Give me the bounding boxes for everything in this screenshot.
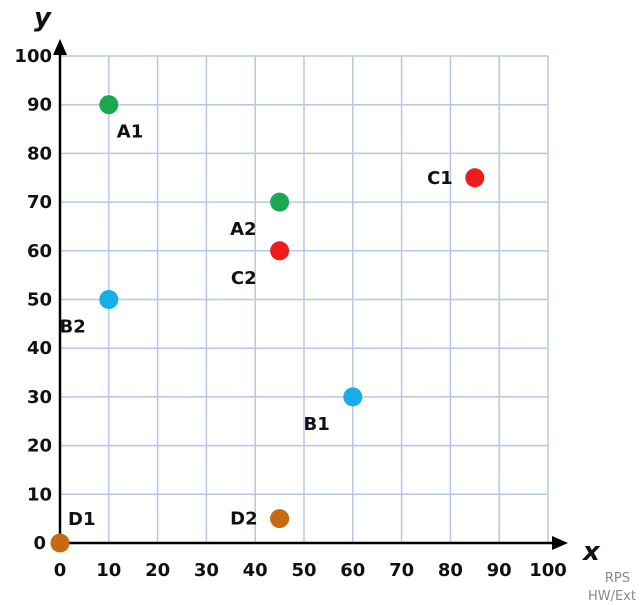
axes: x y	[34, 3, 601, 567]
point-label-c2: C2	[231, 268, 257, 289]
data-point-a1	[99, 95, 119, 115]
y-tick-label: 80	[27, 143, 52, 164]
x-tick-label: 50	[291, 560, 316, 581]
x-tick-label: 90	[487, 560, 512, 581]
point-label-d1: D1	[68, 509, 95, 530]
data-point-b1	[343, 387, 363, 407]
y-tick-label: 30	[27, 387, 52, 408]
x-axis-arrow-icon	[552, 536, 568, 550]
y-tick-label: 60	[27, 241, 52, 262]
point-label-b1: B1	[304, 414, 330, 435]
x-axis-label: x	[581, 537, 601, 567]
x-tick-label: 10	[96, 560, 121, 581]
x-tick-label: 40	[243, 560, 268, 581]
x-tick-label: 80	[438, 560, 463, 581]
x-tick-label: 70	[389, 560, 414, 581]
y-tick-label: 100	[14, 46, 52, 67]
x-tick-label: 30	[194, 560, 219, 581]
point-label-a2: A2	[230, 219, 256, 240]
y-axis-label: y	[34, 3, 52, 33]
x-tick-label: 0	[54, 560, 67, 581]
x-tick-label: 100	[529, 560, 567, 581]
y-tick-label: 50	[27, 290, 52, 311]
data-point-b2	[99, 290, 119, 309]
footer-line-2: HW/Ext	[588, 589, 636, 604]
data-point-a2	[270, 192, 290, 212]
y-tick-label: 40	[27, 338, 52, 359]
data-point-c1	[465, 168, 485, 188]
footer-line-1: RPS	[605, 571, 630, 586]
data-points: A1 A2 B1 B2 C1 C2 D1 D2	[50, 95, 485, 553]
y-tick-label: 10	[27, 484, 52, 505]
y-tick-label: 0	[33, 533, 46, 554]
data-point-c2	[270, 241, 290, 261]
y-tick-label: 90	[27, 95, 52, 116]
point-label-c1: C1	[427, 168, 453, 189]
tick-labels: 0 10 20 30 40 50 60 70 80 90 100 0 10 20 30 40 50 60 70 80 9…	[14, 46, 566, 581]
x-tick-label: 60	[340, 560, 365, 581]
y-tick-label: 70	[27, 192, 52, 213]
y-tick-label: 20	[27, 436, 52, 457]
point-label-d2: D2	[230, 509, 257, 530]
point-label-b2: B2	[60, 317, 86, 338]
point-label-a1: A1	[117, 122, 143, 143]
data-point-d2	[270, 509, 290, 529]
grid	[60, 55, 549, 543]
data-point-d1	[50, 533, 70, 553]
y-axis-arrow-icon	[53, 39, 67, 55]
x-tick-label: 20	[145, 560, 170, 581]
